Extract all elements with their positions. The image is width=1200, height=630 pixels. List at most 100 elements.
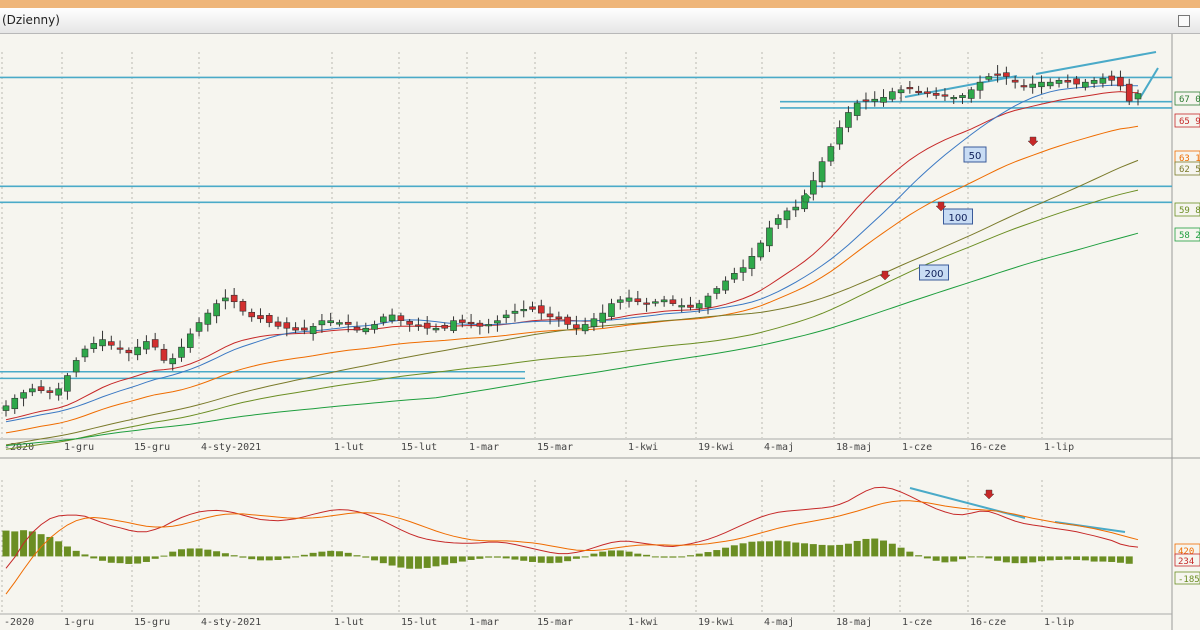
macd-histogram-bar <box>55 541 63 557</box>
macd-histogram-bar <box>660 556 668 558</box>
macd-histogram-bar <box>1064 556 1072 560</box>
macd-histogram-bar <box>248 556 256 560</box>
macd-histogram-bar <box>81 554 89 557</box>
x-tick-label: 1-lut <box>334 442 364 453</box>
candle-body <box>537 305 545 314</box>
candle-body <box>678 305 685 308</box>
macd-histogram-bar <box>1055 556 1063 560</box>
candle-body <box>1134 93 1142 100</box>
candle-body <box>836 127 843 145</box>
ma-marker-label: 50 <box>969 151 982 162</box>
price-axis-label: 62 5 <box>1179 165 1200 175</box>
candle-body <box>336 322 343 325</box>
macd-histogram-bar <box>809 544 817 557</box>
candle-body <box>643 302 650 305</box>
macd-histogram-bar <box>783 541 791 557</box>
candle-body <box>704 295 712 308</box>
candle-body <box>1003 72 1010 77</box>
macd-histogram-bar <box>853 540 861 557</box>
macd-histogram-bar <box>844 543 852 557</box>
candle-body <box>924 91 931 94</box>
x-tick-label: 1-gru <box>64 442 94 453</box>
candle-body <box>845 112 852 128</box>
x-tick-label-macd: 1-lip <box>1044 617 1074 628</box>
macd-axis-label: -185 <box>1178 575 1200 585</box>
x-tick-label-macd: 19-kwi <box>698 617 734 628</box>
candle-body <box>652 301 659 304</box>
candle-body <box>134 346 141 356</box>
macd-histogram-bar <box>818 544 826 557</box>
x-tick-label-macd: 18-maj <box>836 617 872 628</box>
macd-histogram-bar <box>178 549 186 557</box>
macd-histogram-bar <box>607 550 615 557</box>
macd-histogram-bar <box>432 556 440 567</box>
x-tick-label: 15-mar <box>537 442 573 453</box>
macd-histogram-bar <box>441 556 449 565</box>
candle-body <box>415 324 422 327</box>
macd-histogram-bar <box>230 555 238 557</box>
price-axis-label: 59 8 <box>1179 206 1200 216</box>
macd-histogram-bar <box>836 544 844 557</box>
macd-histogram-bar <box>107 556 115 563</box>
candle-body <box>818 161 826 183</box>
macd-histogram-bar <box>1116 556 1124 563</box>
candle-body <box>327 320 334 323</box>
macd-histogram-bar <box>967 556 975 558</box>
trend-line <box>1035 51 1157 75</box>
candle-body <box>511 310 519 314</box>
candle-body <box>660 299 668 303</box>
x-tick-label: 1-mar <box>469 442 499 453</box>
macd-histogram-bar <box>1125 556 1133 564</box>
macd-histogram-bar <box>292 556 300 558</box>
candle-body <box>1020 85 1028 88</box>
macd-histogram-bar <box>221 553 229 557</box>
candle-body <box>1099 78 1107 84</box>
candle-body <box>108 341 115 346</box>
candle-body <box>476 322 484 327</box>
price-axis-label: 58 2 <box>1179 231 1200 241</box>
macd-histogram-bar <box>1046 556 1054 561</box>
candle-body <box>125 349 133 354</box>
candle-body <box>450 320 457 331</box>
buy-arrow-icon <box>800 192 812 203</box>
macd-histogram-bar <box>485 556 493 558</box>
macd-histogram-bar <box>1073 556 1081 560</box>
window-restore-button[interactable] <box>1178 15 1190 27</box>
x-tick-label-macd: 1-lut <box>334 617 364 628</box>
candle-body <box>687 304 694 308</box>
candle-body <box>1055 79 1063 84</box>
candle-body <box>915 90 922 94</box>
x-tick-label: 19-kwi <box>698 442 734 453</box>
candle-body <box>283 322 291 329</box>
macd-histogram-bar <box>529 556 537 562</box>
macd-histogram-bar <box>871 538 879 557</box>
candle-body <box>616 299 624 303</box>
candle-body <box>292 327 299 331</box>
macd-histogram-bar <box>897 547 905 557</box>
macd-histogram-bar <box>564 556 572 562</box>
candle-body <box>441 325 449 329</box>
candle-body <box>932 93 940 96</box>
candle-body <box>186 333 194 348</box>
price-label-box <box>1174 227 1200 242</box>
macd-histogram-bar <box>195 548 203 557</box>
candle-body <box>309 326 317 335</box>
macd-histogram-bar <box>379 556 387 564</box>
x-tick-label: 18-maj <box>836 442 872 453</box>
macd-histogram-bar <box>923 556 931 559</box>
macd-histogram-bar <box>46 536 54 557</box>
sell-arrow-icon <box>935 201 947 212</box>
macd-histogram-bar <box>581 556 589 558</box>
macd-histogram-bar <box>941 556 949 563</box>
chart-title-bar: (Dzienny) <box>0 8 1200 34</box>
candle-body <box>222 297 229 302</box>
candle-body <box>862 99 870 102</box>
candle-body <box>90 343 98 349</box>
price-axis-label: 63 1 <box>1179 154 1200 164</box>
macd-histogram-bar <box>950 556 958 562</box>
macd-histogram-bar <box>520 556 528 561</box>
macd-histogram-bar <box>985 556 993 559</box>
candle-body <box>265 315 273 323</box>
candle-body <box>362 327 370 333</box>
